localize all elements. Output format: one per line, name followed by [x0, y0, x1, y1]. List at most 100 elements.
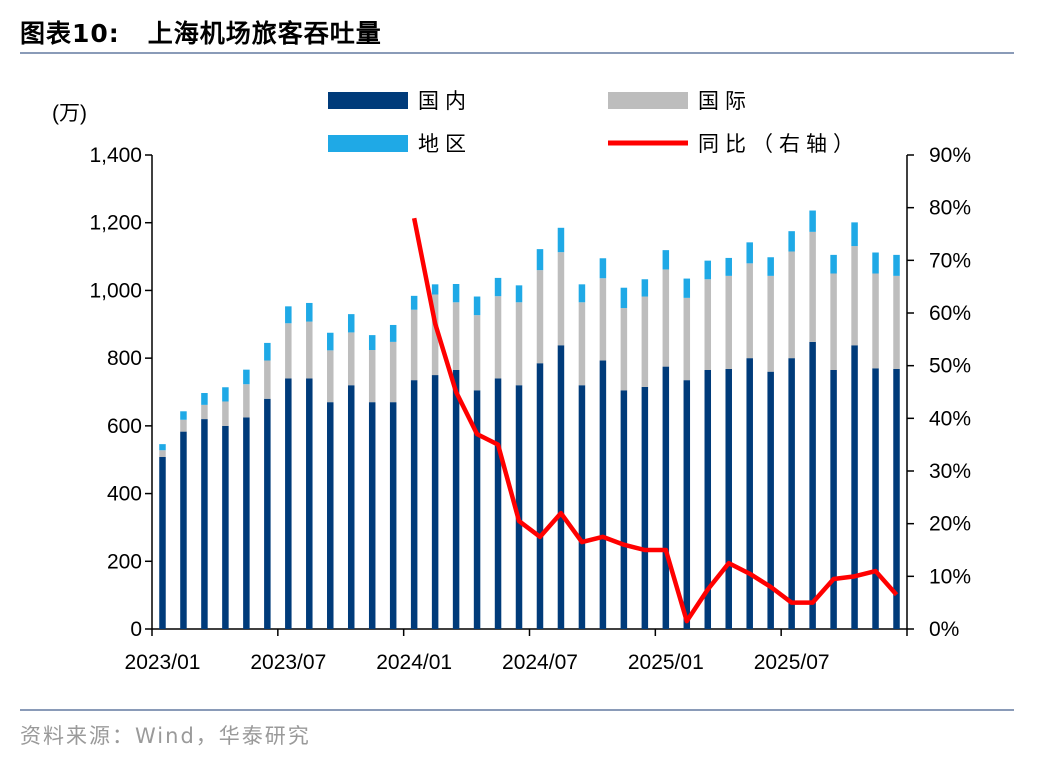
bar-regional [494, 277, 502, 297]
y-left-tick-label: 800 [107, 347, 142, 370]
bar-regional [809, 210, 816, 232]
bar-regional [725, 257, 732, 276]
bar-international [662, 269, 670, 367]
bar-international [641, 296, 649, 387]
bar-regional [347, 314, 355, 333]
bar-international [809, 231, 816, 342]
bar-international [347, 332, 355, 386]
x-tick-label: 2025/01 [628, 651, 704, 674]
bar-international [201, 404, 208, 420]
bar-international [452, 302, 460, 370]
y-right-tick-label: 20% [929, 513, 971, 536]
bar-international [893, 275, 900, 369]
bar-regional [536, 249, 544, 271]
bar-regional [431, 284, 439, 295]
bar-domestic [410, 380, 418, 629]
bar-international [222, 401, 229, 426]
bar-regional [767, 257, 774, 276]
bar-international [285, 323, 292, 379]
bar-domestic [159, 457, 166, 629]
bar-regional [578, 284, 586, 303]
y-unit-label: (万) [52, 102, 87, 125]
legend-international-label: 国际 [698, 89, 752, 113]
y-left-tick-label: 1,400 [89, 144, 142, 167]
bar-international [494, 296, 502, 379]
bar-domestic [557, 345, 565, 629]
bar-regional [243, 369, 250, 385]
legend-regional-swatch [328, 135, 408, 152]
bar-domestic [389, 402, 397, 629]
bar-regional [159, 444, 166, 451]
bar-domestic [620, 390, 628, 629]
bar-regional [557, 227, 565, 253]
bar-regional [389, 324, 397, 342]
x-tick-label: 2025/07 [754, 651, 830, 674]
y-left-tick-label: 200 [107, 550, 142, 573]
x-tick-label: 2024/01 [376, 651, 452, 674]
bar-domestic [264, 398, 271, 629]
bar-domestic [851, 345, 858, 629]
bar-domestic [662, 366, 670, 629]
y-left-tick-label: 1,200 [89, 212, 142, 235]
bar-regional [473, 296, 481, 316]
bar-international [306, 321, 313, 379]
bar-regional [222, 387, 229, 402]
bar-domestic [536, 363, 544, 629]
bar-domestic [746, 358, 753, 629]
bar-domestic [788, 358, 795, 629]
figure-title: 图表10: 上海机场旅客吞吐量 [20, 14, 382, 50]
bar-domestic [767, 371, 774, 629]
bar-domestic [809, 341, 816, 629]
bar-domestic [725, 368, 732, 629]
bar-domestic [641, 386, 649, 629]
bar-regional [201, 393, 208, 405]
legend-yoy-label: 同比（右轴） [698, 132, 860, 156]
y-right-tick-label: 60% [929, 302, 971, 325]
y-right-tick-label: 0% [929, 618, 959, 641]
bar-regional [180, 411, 187, 420]
legend-domestic-label: 国内 [418, 89, 472, 113]
bar-international [431, 294, 439, 376]
bar-regional [662, 250, 670, 270]
bar-international [536, 270, 544, 364]
bar-domestic [599, 360, 607, 629]
bar-domestic [327, 402, 334, 629]
bar-international [683, 297, 691, 381]
y-right-tick-label: 80% [929, 197, 971, 220]
bar-international [264, 360, 271, 399]
bar-regional [452, 283, 460, 303]
bar-regional [788, 231, 795, 252]
bar-international [704, 279, 712, 370]
bar-regional [285, 306, 292, 324]
bar-international [243, 384, 250, 418]
bar-regional [851, 222, 858, 247]
x-tick-label: 2024/07 [502, 651, 578, 674]
bar-domestic [872, 368, 879, 629]
bar-regional [620, 287, 628, 309]
bar-international [725, 275, 732, 369]
bar-domestic [368, 402, 376, 629]
bar-domestic [285, 378, 292, 629]
bar-regional [410, 295, 418, 310]
figure-label: 图表10: [20, 19, 120, 48]
y-left-tick-label: 0 [130, 618, 142, 641]
y-right-tick-label: 70% [929, 249, 971, 272]
bar-domestic [704, 369, 712, 629]
bar-international [872, 273, 879, 369]
bottom-rule [20, 709, 1014, 711]
top-rule [20, 52, 1014, 54]
bar-international [410, 309, 418, 381]
bar-regional [368, 335, 376, 351]
bar-domestic [893, 368, 900, 629]
bar-regional [704, 260, 712, 280]
bar-domestic [830, 369, 837, 629]
y-left-tick-label: 400 [107, 483, 142, 506]
y-right-tick-label: 90% [929, 144, 971, 167]
bar-international [578, 302, 586, 386]
legend-regional-label: 地区 [418, 132, 472, 156]
y-right-tick-label: 10% [929, 565, 971, 588]
bar-domestic [683, 380, 691, 629]
bar-domestic [515, 385, 523, 629]
bar-domestic [347, 385, 355, 629]
